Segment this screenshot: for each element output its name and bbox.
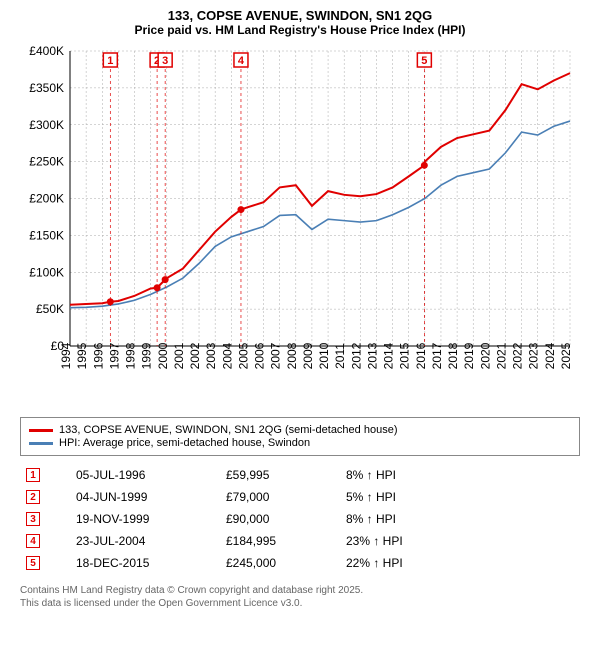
chart-title-block: 133, COPSE AVENUE, SWINDON, SN1 2QG Pric…	[0, 0, 600, 41]
sale-price: £90,000	[226, 512, 346, 526]
sale-date: 04-JUN-1999	[76, 490, 226, 504]
sale-marker-box: 3	[26, 512, 40, 526]
sale-price: £184,995	[226, 534, 346, 548]
sale-date: 23-JUL-2004	[76, 534, 226, 548]
sale-row: 3 19-NOV-1999£90,0008% ↑ HPI	[20, 508, 580, 530]
svg-text:1: 1	[107, 55, 113, 67]
sale-marker-box: 2	[26, 490, 40, 504]
legend-item: HPI: Average price, semi-detached house,…	[29, 437, 571, 449]
svg-text:£300K: £300K	[29, 118, 64, 132]
sale-pct: 8% ↑ HPI	[346, 468, 466, 482]
sale-row: 5 18-DEC-2015£245,00022% ↑ HPI	[20, 552, 580, 574]
footer-line2: This data is licensed under the Open Gov…	[20, 597, 580, 610]
sale-pct: 5% ↑ HPI	[346, 490, 466, 504]
chart-legend: 133, COPSE AVENUE, SWINDON, SN1 2QG (sem…	[20, 417, 580, 456]
line-chart-svg: £0£50K£100K£150K£200K£250K£300K£350K£400…	[20, 41, 580, 411]
svg-text:£200K: £200K	[29, 192, 64, 206]
sale-marker-box: 5	[26, 556, 40, 570]
title-line2: Price paid vs. HM Land Registry's House …	[0, 23, 600, 37]
sale-price: £79,000	[226, 490, 346, 504]
sale-date: 19-NOV-1999	[76, 512, 226, 526]
sale-pct: 23% ↑ HPI	[346, 534, 466, 548]
svg-text:£250K: £250K	[29, 155, 64, 169]
svg-text:5: 5	[421, 55, 427, 67]
legend-label: HPI: Average price, semi-detached house,…	[59, 437, 310, 449]
svg-text:2011: 2011	[333, 343, 347, 369]
svg-text:£150K: £150K	[29, 228, 64, 242]
svg-text:£350K: £350K	[29, 81, 64, 95]
sale-marker-box: 1	[26, 468, 40, 482]
sale-row: 2 04-JUN-1999£79,0005% ↑ HPI	[20, 486, 580, 508]
legend-swatch	[29, 442, 53, 445]
svg-text:4: 4	[238, 55, 245, 67]
sale-price: £245,000	[226, 556, 346, 570]
legend-label: 133, COPSE AVENUE, SWINDON, SN1 2QG (sem…	[59, 424, 397, 436]
sale-date: 18-DEC-2015	[76, 556, 226, 570]
footer-text: Contains HM Land Registry data © Crown c…	[20, 584, 580, 610]
sale-row: 4 23-JUL-2004£184,99523% ↑ HPI	[20, 530, 580, 552]
chart-area: £0£50K£100K£150K£200K£250K£300K£350K£400…	[20, 41, 580, 411]
svg-text:£100K: £100K	[29, 265, 64, 279]
sale-price: £59,995	[226, 468, 346, 482]
legend-swatch	[29, 429, 53, 432]
sale-pct: 8% ↑ HPI	[346, 512, 466, 526]
svg-text:£400K: £400K	[29, 44, 64, 58]
title-line1: 133, COPSE AVENUE, SWINDON, SN1 2QG	[0, 8, 600, 23]
sale-date: 05-JUL-1996	[76, 468, 226, 482]
legend-item: 133, COPSE AVENUE, SWINDON, SN1 2QG (sem…	[29, 424, 571, 436]
sale-row: 1 05-JUL-1996£59,9958% ↑ HPI	[20, 464, 580, 486]
sale-marker-box: 4	[26, 534, 40, 548]
svg-text:3: 3	[162, 55, 168, 67]
svg-text:£50K: £50K	[36, 302, 64, 316]
sale-pct: 22% ↑ HPI	[346, 556, 466, 570]
footer-line1: Contains HM Land Registry data © Crown c…	[20, 584, 580, 597]
sales-table: 105-JUL-1996£59,9958% ↑ HPI204-JUN-1999£…	[20, 464, 580, 574]
